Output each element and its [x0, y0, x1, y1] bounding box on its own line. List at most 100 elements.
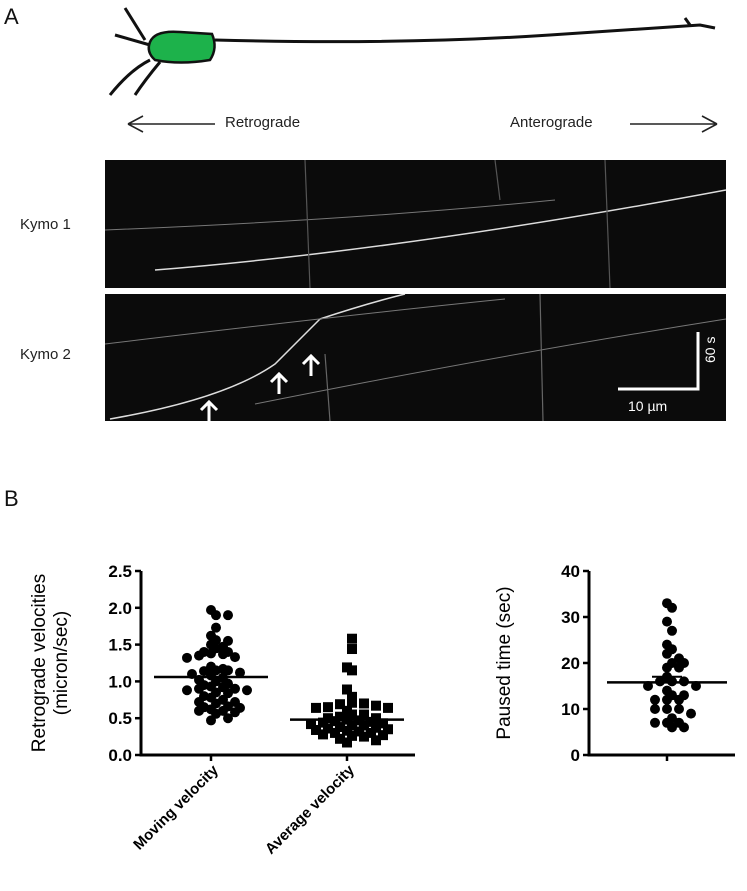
error-bar [652, 675, 682, 683]
velocity-chart: 0.0 0.5 1.0 1.5 2.0 2.5 Retrograde velocities(… [29, 562, 415, 858]
y-tick-label: 2.5 [108, 562, 132, 581]
kymograph-2 [105, 294, 726, 421]
data-point [650, 694, 660, 705]
data-point [662, 662, 672, 673]
y-tick-label: 0.5 [108, 709, 132, 728]
scale-bar [618, 332, 700, 391]
data-point [667, 625, 677, 636]
data-point [342, 725, 352, 736]
data-point [311, 724, 321, 735]
panel-b-label: B [4, 486, 19, 511]
data-point [667, 722, 677, 733]
y-tick-label: 0.0 [108, 746, 132, 765]
data-point [686, 708, 696, 719]
data-point [347, 633, 357, 644]
data-point [650, 717, 660, 728]
data-point [323, 702, 333, 713]
y-tick-label: 2.0 [108, 599, 132, 618]
data-point [206, 715, 216, 726]
anterograde-label: Anterograde [510, 114, 593, 131]
data-point [347, 730, 357, 741]
data-point [662, 616, 672, 627]
data-point [359, 698, 369, 709]
x-tick-label: Average velocity [262, 761, 358, 857]
data-point [335, 733, 345, 744]
data-point [330, 716, 340, 727]
y-axis-label: Retrograde velocities(micron/sec) [29, 574, 72, 752]
soma [147, 30, 216, 64]
y-tick-label: 10 [561, 700, 580, 719]
paused-time-chart: 0 10 20 30 40 Paused time (sec) [494, 562, 735, 765]
y-label-line: Retrograde velocities [29, 574, 50, 752]
data-point [311, 702, 321, 713]
data-point [223, 610, 233, 621]
arrow-icon [199, 353, 321, 421]
data-point [330, 727, 340, 738]
x-tick-label: Moving velocity [130, 761, 222, 853]
data-point [223, 713, 233, 724]
data-point [383, 702, 393, 713]
data-point [674, 694, 684, 705]
data-point [371, 735, 381, 746]
data-point [318, 729, 328, 740]
data-point [347, 644, 357, 655]
data-point [359, 709, 369, 720]
data-point [182, 652, 192, 663]
data-point [323, 723, 333, 734]
kymograph-1 [105, 160, 726, 288]
y-tick-label: 20 [561, 654, 580, 673]
data-point [347, 709, 357, 720]
data-point [662, 648, 672, 659]
data-point [347, 691, 357, 702]
data-point [662, 704, 672, 714]
data-point [662, 694, 672, 705]
data-point [378, 718, 388, 729]
data-point [194, 683, 204, 694]
data-point [366, 716, 376, 727]
data-point [342, 684, 352, 695]
data-point [218, 649, 228, 660]
y-label-line: (micron/sec) [51, 611, 72, 716]
data-point [366, 727, 376, 738]
kymo1-label: Kymo 1 [20, 216, 71, 233]
data-point [342, 737, 352, 748]
axes [587, 571, 735, 757]
data-point [223, 665, 233, 676]
data-point [371, 700, 381, 711]
data-point [359, 731, 369, 742]
retrograde-label: Retrograde [225, 114, 301, 131]
data-point [650, 704, 660, 714]
data-point [359, 720, 369, 731]
scale-space-label: 10 µm [628, 398, 668, 414]
scale-time-label: 60 s [702, 336, 718, 363]
data-point [194, 650, 204, 661]
data-point [230, 652, 240, 663]
data-point [211, 610, 221, 621]
data-point [230, 707, 240, 718]
data-point [242, 685, 252, 696]
data-point [674, 662, 684, 673]
data-point [182, 685, 192, 696]
data-point [347, 665, 357, 676]
data-point [335, 699, 345, 710]
data-point [335, 722, 345, 733]
data-point [347, 697, 357, 708]
data-point [378, 730, 388, 741]
data-point [194, 705, 204, 716]
data-point [383, 724, 393, 735]
neuron-drawing [108, 7, 716, 96]
y-tick-label: 0 [571, 746, 580, 765]
direction-arrows [127, 115, 718, 133]
y-tick-label: 40 [561, 562, 580, 581]
y-tick-label: 1.0 [108, 672, 132, 691]
kymo2-label: Kymo 2 [20, 346, 71, 363]
data-point [679, 722, 689, 733]
data-point [306, 719, 316, 730]
data-point [371, 722, 381, 733]
data-point [347, 720, 357, 731]
data-point [235, 667, 245, 678]
data-point [674, 704, 684, 714]
data-point [667, 602, 677, 613]
data-point [206, 648, 216, 659]
y-tick-label: 30 [561, 608, 580, 627]
